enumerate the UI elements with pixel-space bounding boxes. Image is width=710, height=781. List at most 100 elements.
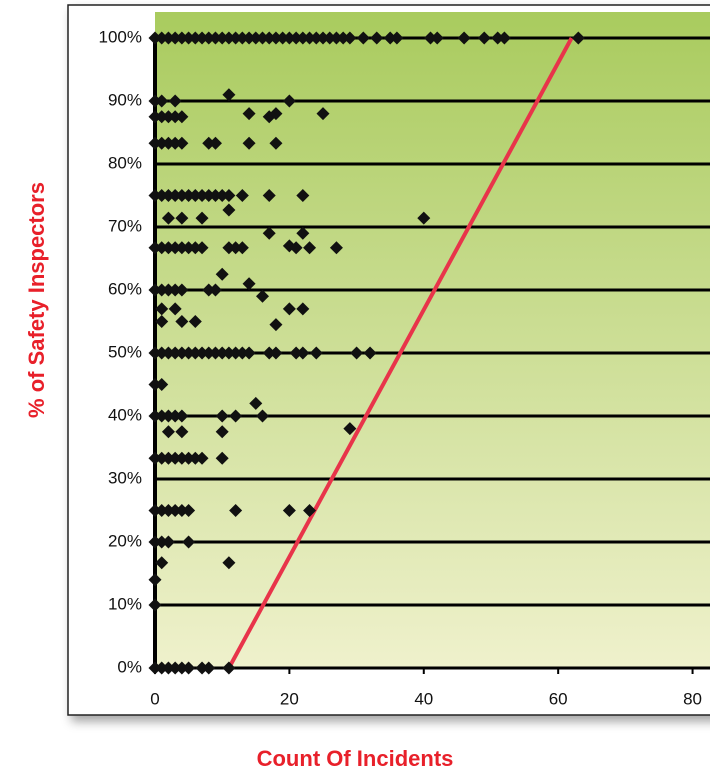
point <box>242 31 256 45</box>
point <box>222 241 236 255</box>
point <box>148 31 162 45</box>
point <box>168 504 182 517</box>
point <box>256 289 270 303</box>
point <box>383 31 397 45</box>
point <box>262 346 276 360</box>
point <box>282 504 296 517</box>
point <box>182 189 196 202</box>
point <box>235 189 249 202</box>
point <box>363 346 377 360</box>
point <box>155 110 169 124</box>
point <box>155 94 169 108</box>
point <box>168 302 182 316</box>
point <box>235 31 249 45</box>
point <box>424 31 437 45</box>
point <box>249 396 263 410</box>
point <box>195 241 209 255</box>
point <box>242 107 256 121</box>
point <box>155 378 169 391</box>
point <box>208 136 222 150</box>
point <box>161 189 175 202</box>
point <box>148 451 162 465</box>
point <box>155 241 169 255</box>
point <box>296 302 310 316</box>
point <box>229 409 243 423</box>
point <box>148 504 162 517</box>
point <box>155 409 169 423</box>
point <box>417 211 431 225</box>
point <box>296 31 310 45</box>
point <box>161 283 175 297</box>
point <box>229 346 243 360</box>
point <box>161 409 175 423</box>
point <box>175 283 189 297</box>
point <box>155 535 169 549</box>
point <box>148 598 162 612</box>
y-axis-title: % of Safety Inspectors <box>24 182 49 418</box>
point <box>188 241 202 255</box>
point <box>168 189 182 202</box>
point <box>256 409 270 423</box>
point <box>215 189 229 202</box>
point <box>148 136 162 150</box>
point <box>168 31 182 45</box>
point <box>188 189 202 202</box>
point <box>195 661 209 675</box>
point <box>148 110 162 124</box>
y-tick-label: 40% <box>108 405 142 424</box>
point <box>242 346 256 360</box>
point <box>202 136 216 150</box>
point <box>195 31 209 45</box>
point <box>296 226 310 240</box>
point <box>175 241 189 255</box>
point <box>208 189 222 202</box>
point <box>155 346 169 360</box>
point <box>215 451 229 465</box>
point <box>289 241 303 255</box>
point <box>155 315 169 328</box>
point <box>161 425 175 439</box>
point <box>222 203 236 217</box>
point <box>175 136 189 150</box>
point <box>155 302 169 316</box>
point <box>229 31 243 45</box>
point <box>256 31 270 45</box>
point <box>195 451 209 465</box>
point <box>215 267 229 281</box>
point <box>242 277 256 291</box>
point <box>269 107 283 121</box>
x-tick-label: 20 <box>280 689 299 708</box>
point <box>208 283 222 297</box>
point <box>195 346 209 360</box>
point <box>477 31 491 45</box>
point <box>188 315 202 328</box>
point <box>235 346 249 360</box>
point <box>155 451 169 465</box>
point <box>296 189 310 202</box>
point <box>161 110 175 124</box>
point <box>148 661 162 675</box>
point <box>175 661 189 675</box>
point <box>215 409 229 423</box>
point <box>208 31 222 45</box>
point <box>208 346 222 360</box>
point <box>148 535 162 549</box>
point <box>262 226 276 240</box>
point <box>175 189 189 202</box>
y-tick-label: 20% <box>108 531 142 550</box>
point <box>222 31 236 45</box>
point <box>215 346 229 360</box>
point <box>148 241 162 255</box>
point <box>155 661 169 675</box>
point <box>161 661 175 675</box>
point <box>202 189 216 202</box>
y-tick-label: 60% <box>108 279 142 298</box>
point <box>457 31 471 45</box>
point <box>188 451 202 465</box>
point <box>161 211 175 225</box>
point <box>148 283 162 297</box>
point <box>296 346 310 360</box>
point <box>309 31 323 45</box>
point <box>168 451 182 465</box>
